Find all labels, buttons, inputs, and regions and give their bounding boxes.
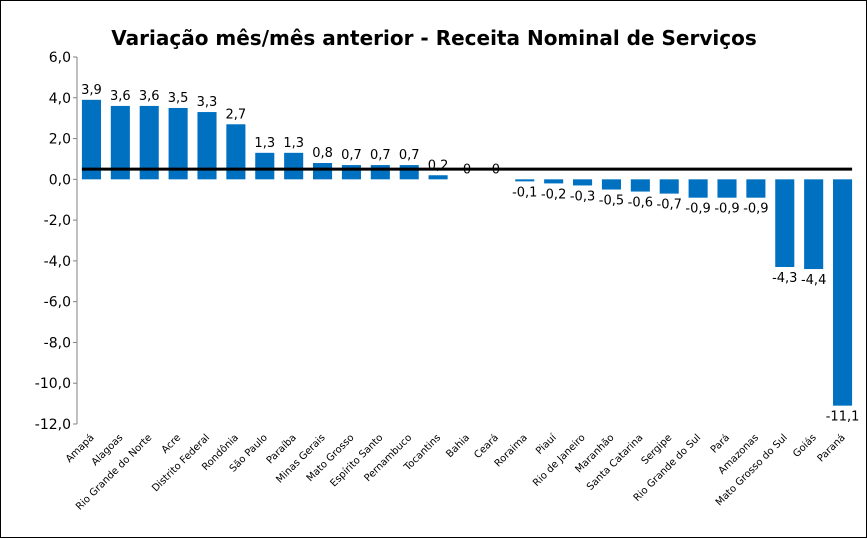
bar bbox=[717, 179, 737, 198]
data-label: 0,8 bbox=[312, 146, 333, 161]
bar bbox=[110, 105, 130, 180]
bar bbox=[659, 179, 679, 194]
y-tick-label: -6,0 bbox=[44, 295, 71, 311]
category-label: Acre bbox=[160, 432, 183, 455]
data-label: 3,9 bbox=[81, 83, 102, 98]
bars bbox=[81, 99, 853, 406]
y-tick-label: -12,0 bbox=[35, 417, 71, 433]
data-label: -0,5 bbox=[599, 194, 624, 209]
bar bbox=[313, 163, 333, 180]
data-label: 2,7 bbox=[226, 107, 247, 122]
data-label: 0,2 bbox=[428, 158, 449, 173]
data-label: -0,9 bbox=[685, 202, 710, 217]
bar bbox=[226, 124, 246, 180]
data-label: -0,9 bbox=[743, 202, 768, 217]
y-tick-label: 2,0 bbox=[49, 132, 71, 148]
bar bbox=[284, 152, 304, 180]
y-tick-label: 6,0 bbox=[49, 50, 71, 66]
bar bbox=[197, 112, 217, 180]
bar bbox=[399, 165, 419, 180]
y-tick-label: 4,0 bbox=[49, 91, 71, 107]
data-label: -4,3 bbox=[772, 271, 797, 286]
y-tick-label: -8,0 bbox=[44, 335, 71, 351]
data-label: -4,4 bbox=[801, 273, 826, 288]
bar bbox=[833, 179, 853, 406]
data-label: -0,9 bbox=[714, 202, 739, 217]
bar bbox=[804, 179, 824, 270]
bar bbox=[81, 99, 101, 180]
category-label: Piauí bbox=[533, 431, 559, 457]
data-label: -0,1 bbox=[512, 185, 537, 200]
bar bbox=[775, 179, 795, 268]
bar bbox=[370, 165, 390, 180]
chart-title: Variação mês/mês anterior - Receita Nomi… bbox=[111, 26, 757, 50]
category-label: Goiás bbox=[791, 432, 819, 460]
bar bbox=[601, 179, 621, 190]
data-label: -0,2 bbox=[541, 187, 566, 202]
bar bbox=[255, 152, 275, 180]
data-label: 0,7 bbox=[341, 148, 362, 163]
bar bbox=[746, 179, 766, 198]
y-tick-label: -4,0 bbox=[44, 254, 71, 270]
data-label: -0,7 bbox=[657, 198, 682, 213]
bar bbox=[515, 179, 535, 182]
bar bbox=[630, 179, 650, 192]
data-label: -11,1 bbox=[826, 410, 860, 425]
category-label: Paraná bbox=[815, 432, 848, 465]
bar bbox=[428, 175, 448, 180]
y-tick-label: -2,0 bbox=[44, 213, 71, 229]
bar bbox=[544, 179, 564, 184]
data-label: 3,6 bbox=[110, 89, 131, 104]
data-label: 3,5 bbox=[168, 91, 189, 106]
data-label: 0,7 bbox=[399, 148, 420, 163]
y-tick-label: 0,0 bbox=[49, 172, 71, 188]
data-label: 1,3 bbox=[283, 136, 304, 151]
bar bbox=[341, 165, 361, 180]
data-label: -0,3 bbox=[570, 189, 595, 204]
data-label: -0,6 bbox=[628, 196, 653, 211]
bar bbox=[139, 105, 159, 180]
category-label: Pará bbox=[708, 432, 732, 456]
data-label: 1,3 bbox=[254, 136, 275, 151]
y-axis-ticks: 6,0 4,0 2,0 0,0 -2,0 -4,0 -6,0 -8,0 -10,0 -12,0 bbox=[35, 50, 77, 433]
category-label: Bahia bbox=[444, 432, 472, 460]
y-tick-label: -10,0 bbox=[35, 376, 71, 392]
data-label: 3,6 bbox=[139, 89, 160, 104]
bar bbox=[168, 107, 188, 180]
bar bbox=[688, 179, 708, 198]
data-label: 3,3 bbox=[197, 95, 218, 110]
bar bbox=[573, 179, 593, 186]
data-label: 0,7 bbox=[370, 148, 391, 163]
category-label: Espírito Santo bbox=[328, 432, 386, 490]
